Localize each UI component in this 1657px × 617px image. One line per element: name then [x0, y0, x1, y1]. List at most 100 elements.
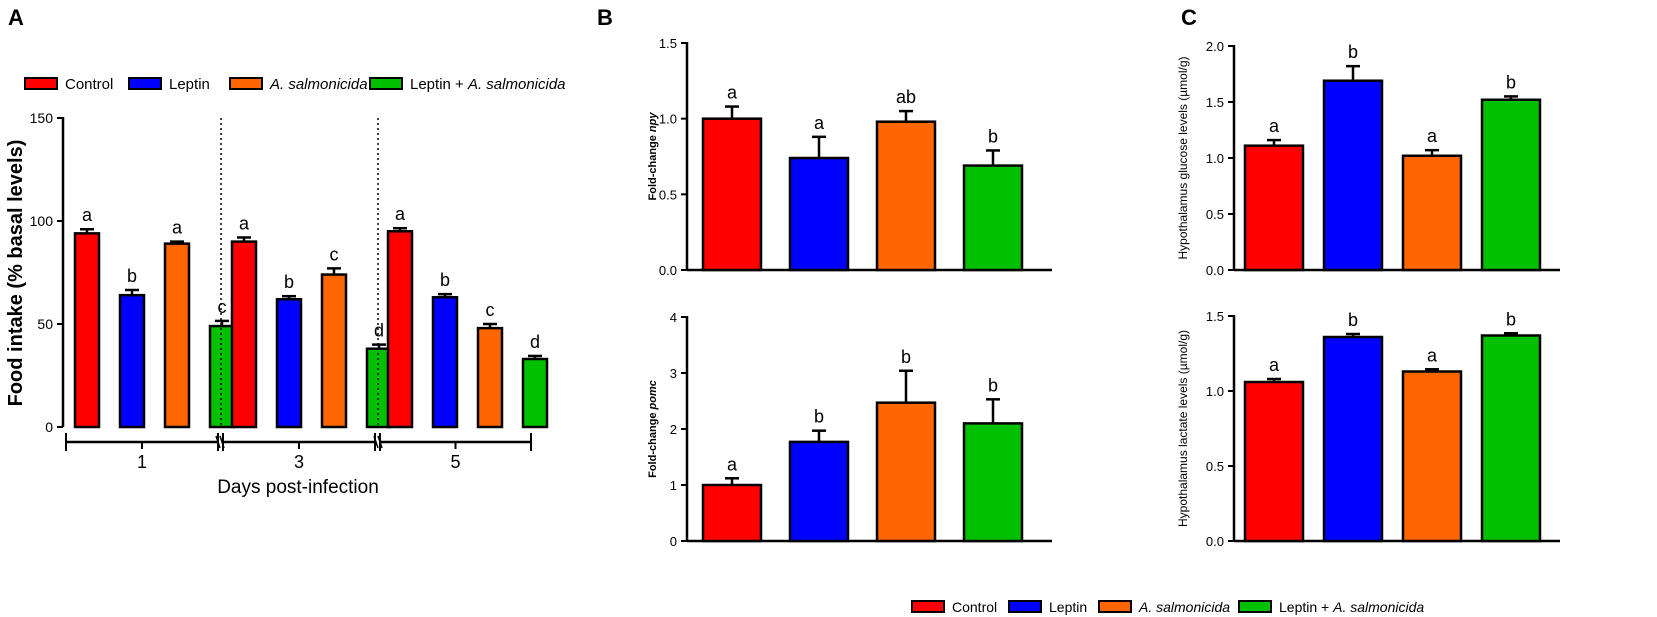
- c-bottom-control-bar: [1243, 380, 1305, 543]
- c-bottom-y-tick-label: 1.5: [1206, 309, 1224, 324]
- c-bottom-control-letter: a: [1269, 355, 1280, 375]
- food-intake-day1-a-salmonicida-bar: [163, 242, 191, 429]
- food-intake-day1-leptin-bar: [118, 293, 146, 429]
- b-bottom-leptin-bar: [788, 440, 850, 543]
- c-top-y-tick-label: 2.0: [1206, 39, 1224, 54]
- b-bottom-y-axis-label-prefix: Fold-change: [647, 409, 659, 477]
- b-bottom-y-tick-label: 1: [670, 478, 677, 493]
- legend-bottom-label-control: Control: [952, 599, 997, 615]
- b-top-y-axis-label-prefix: Fold-change: [647, 132, 659, 200]
- legend-top-label-part: Leptin: [169, 76, 210, 93]
- chart-npy-fold-change: 0.0 0.5 1.0 1.5 a a ab b Fold-change npy: [647, 36, 1052, 278]
- food-intake-day3-leptin-letter: b: [284, 272, 294, 292]
- b-bottom-y-tick-label: 4: [670, 310, 677, 325]
- b-top-a-salmonicida-letter: ab: [896, 87, 916, 107]
- b-bottom-y-axis-label: Fold-change pomc: [647, 380, 659, 478]
- panel-label-c: C: [1181, 5, 1197, 30]
- axis-break-mark: [373, 435, 379, 449]
- food-intake-day1-leptin-letter: b: [127, 266, 137, 286]
- b-bottom-a-salmonicida-bar: [875, 401, 937, 543]
- b-top-y-tick-label: 0.5: [659, 187, 677, 202]
- axis-break-mark: [219, 435, 225, 449]
- c-top-y-tick-label: 1.0: [1206, 151, 1224, 166]
- c-bottom-y-axis-label: Hypothalamus lactate levels (µmol/g): [1176, 330, 1190, 527]
- b-bottom-y-tick-label: 2: [670, 422, 677, 437]
- c-top-y-tick-label: 0.0: [1206, 263, 1224, 278]
- c-bottom-leptin-letter: b: [1348, 310, 1358, 330]
- food-intake-y-tick-label: 0: [45, 419, 53, 435]
- food-intake-day5-control-bar: [386, 230, 414, 429]
- legend-bottom-label-italic-part: A. salmonicida: [1332, 599, 1424, 615]
- axis-break-mark: [377, 435, 383, 449]
- chart-lactate-levels: 0.0 0.5 1.0 1.5 a b a b Hypothalamus lactate lev…: [1176, 309, 1560, 549]
- b-top-leptin-letter: a: [814, 113, 825, 133]
- chart-food-intake: 0 50 100 150 a b a c a b c d a b c d 1 3 5 Days post-infect…: [5, 110, 549, 498]
- legend-bottom-label-leptin: Leptin: [1049, 599, 1087, 615]
- c-bottom-a-salmonicida-bar: [1401, 370, 1463, 543]
- food-intake-day1-leptin-a-salmonicida-letter: c: [218, 297, 227, 317]
- food-intake-day5-a-salmonicida-letter: c: [486, 300, 495, 320]
- legend-top-label-control: Control: [65, 76, 113, 93]
- x-axis-label: Days post-infection: [217, 477, 379, 498]
- b-bottom-a-salmonicida-letter: b: [901, 347, 911, 367]
- legend-top-swatch-control: [24, 77, 58, 90]
- legend-top-label-italic-part: A. salmonicida: [467, 76, 566, 93]
- b-bottom-y-tick-label: 3: [670, 366, 677, 381]
- b-top-leptin-bar: [788, 156, 850, 272]
- c-top-leptin-letter: b: [1348, 42, 1358, 62]
- b-bottom-control-bar: [701, 483, 763, 543]
- c-bottom-leptin-a-salmonicida-bar: [1480, 334, 1542, 543]
- b-bottom-y-tick-label: 0: [670, 534, 677, 549]
- c-bottom-a-salmonicida-letter: a: [1427, 345, 1438, 365]
- legend-top-label-italic-part: A. salmonicida: [269, 76, 368, 93]
- legend-top-label-leptin: Leptin: [169, 76, 210, 93]
- food-intake-day3-a-salmonicida-letter: c: [330, 244, 339, 264]
- b-bottom-leptin-a-salmonicida-bar: [962, 422, 1024, 543]
- legend-top-label-part: Control: [65, 76, 113, 93]
- chart-pomc-fold-change: 0 1 2 3 4 a b b b Fold-change pomc: [647, 310, 1052, 549]
- food-intake-y-tick-label: 100: [30, 213, 54, 229]
- food-intake-day3-control-bar: [230, 240, 258, 429]
- food-intake-day1-control-letter: a: [82, 205, 93, 225]
- c-bottom-y-tick-label: 0.0: [1206, 534, 1224, 549]
- food-intake-day5-leptin-a-salmonicida-letter: d: [530, 332, 540, 352]
- c-top-leptin-a-salmonicida-bar: [1480, 98, 1542, 272]
- b-top-y-tick-label: 1.0: [659, 112, 677, 127]
- panel-label-a: A: [8, 5, 24, 30]
- b-top-y-axis-label: Fold-change npy: [647, 112, 659, 201]
- b-bottom-control-letter: a: [727, 454, 738, 474]
- food-intake-day5-leptin-bar: [431, 295, 459, 429]
- food-intake-day1-control-bar: [73, 232, 101, 429]
- food-intake-day5-control-letter: a: [395, 204, 406, 224]
- food-intake-day3-a-salmonicida-bar: [320, 273, 348, 429]
- c-top-y-tick-label: 0.5: [1206, 207, 1224, 222]
- legend-bottom: Control Leptin A. salmonicida Leptin + A. s…: [911, 599, 1424, 615]
- legend-bottom-label-part: Control: [952, 599, 997, 615]
- b-top-y-axis-label-gene: npy: [647, 112, 659, 132]
- food-intake-day5-leptin-a-salmonicida-bar: [521, 357, 549, 429]
- legend-bottom-swatch-a-salmonicida: [1098, 600, 1132, 613]
- c-top-y-tick-label: 1.5: [1206, 95, 1224, 110]
- panel-label-b: B: [597, 5, 613, 30]
- legend-bottom-label-leptin-a-salmonicida: Leptin + A. salmonicida: [1279, 599, 1424, 615]
- b-top-y-tick-label: 0.0: [659, 263, 677, 278]
- b-bottom-leptin-a-salmonicida-letter: b: [988, 375, 998, 395]
- legend-top-swatch-leptin-a-salmonicida: [369, 77, 403, 90]
- legend-top-swatch-a-salmonicida: [229, 77, 263, 90]
- legend-top-label-leptin-a-salmonicida: Leptin + A. salmonicida: [410, 76, 566, 93]
- c-top-a-salmonicida-letter: a: [1427, 126, 1438, 146]
- c-bottom-leptin-bar: [1322, 335, 1384, 543]
- b-top-leptin-a-salmonicida-bar: [962, 164, 1024, 272]
- c-top-control-bar: [1243, 144, 1305, 272]
- food-intake-day1-leptin-a-salmonicida-bar: [208, 324, 236, 429]
- legend-top: Control Leptin A. salmonicida Leptin + A. s…: [24, 76, 566, 93]
- food-intake-day3-leptin-a-salmonicida-letter: d: [374, 321, 384, 341]
- legend-top-label-part: Leptin +: [410, 76, 468, 93]
- c-top-leptin-bar: [1322, 79, 1384, 272]
- b-top-leptin-a-salmonicida-letter: b: [988, 126, 998, 146]
- legend-bottom-swatch-control: [911, 600, 945, 613]
- chart-glucose-levels: 0.0 0.5 1.0 1.5 2.0 a b a b Hypothalamus glucose …: [1176, 39, 1560, 278]
- food-intake-day1-a-salmonicida-letter: a: [172, 218, 183, 238]
- food-intake-y-tick-label: 50: [37, 316, 53, 332]
- b-top-y-tick-label: 1.5: [659, 36, 677, 51]
